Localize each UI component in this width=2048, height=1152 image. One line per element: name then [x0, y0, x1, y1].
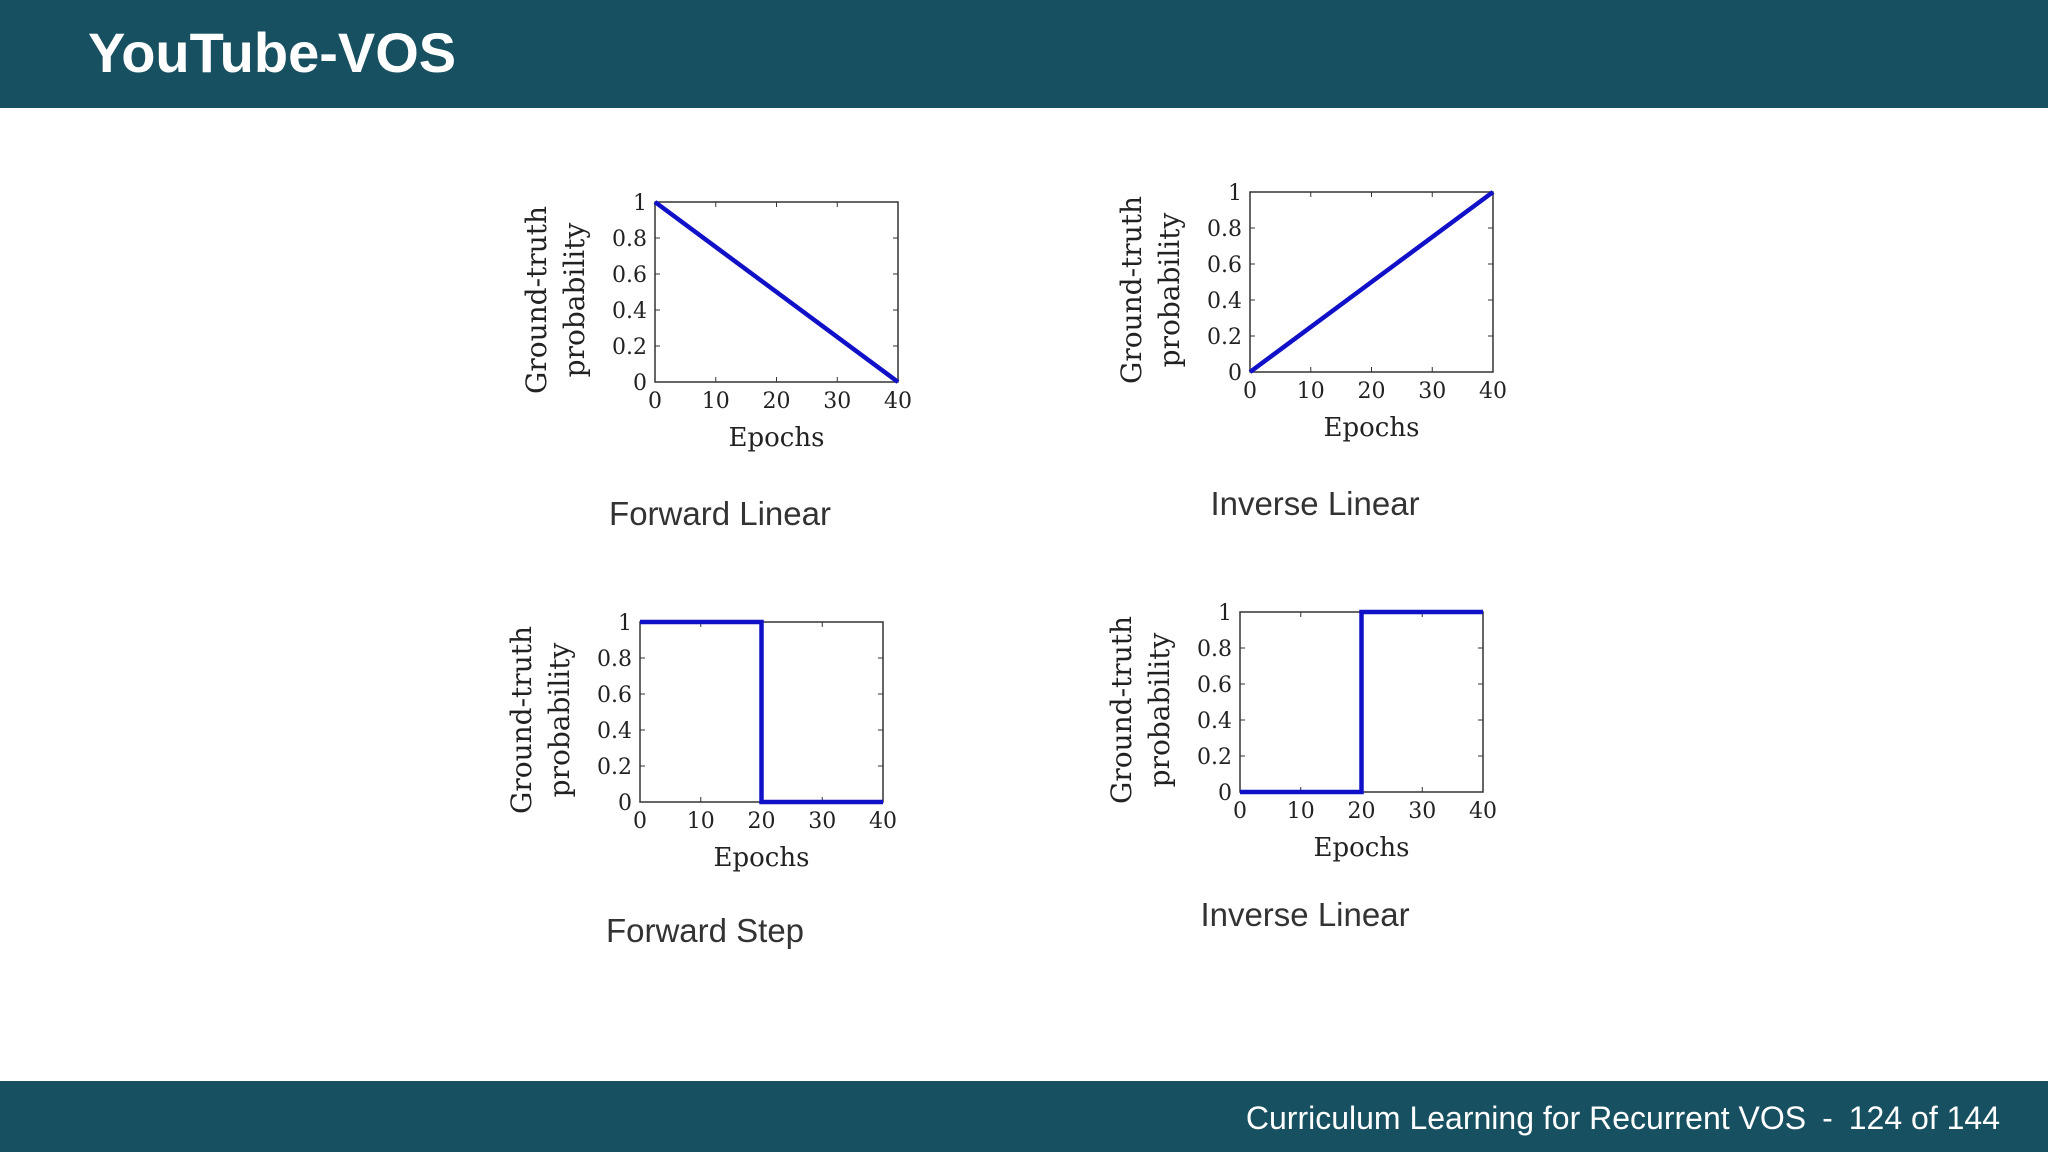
y-tick-label: 0: [618, 791, 632, 816]
x-tick-label: 40: [1469, 799, 1497, 824]
y-axis-label-line2: probability: [558, 223, 591, 378]
y-tick-label: 0.2: [1197, 745, 1232, 770]
x-tick-label: 0: [633, 809, 647, 834]
slide-footer: Curriculum Learning for Recurrent VOS -12…: [0, 1081, 2048, 1152]
x-tick-label: 10: [1297, 379, 1325, 404]
x-tick-label: 20: [748, 809, 776, 834]
y-tick-label: 0.8: [612, 227, 647, 252]
x-tick-label: 40: [869, 809, 897, 834]
y-axis-label-line2: probability: [543, 643, 576, 798]
x-tick-label: 40: [884, 389, 912, 414]
y-tick-label: 0.4: [1197, 709, 1232, 734]
y-tick-label: 0.8: [1197, 637, 1232, 662]
y-axis-label-line1: Ground-truth: [1105, 616, 1138, 804]
chart-caption: Inverse Linear: [1200, 896, 1410, 933]
y-axis-label-line2: probability: [1153, 213, 1186, 368]
x-tick-label: 40: [1479, 379, 1507, 404]
chart-inverse-linear: 0 10 20 30 40 0 0.2 0.4 0.6 0.8 1 Epochs Ground-trut…: [1095, 170, 1535, 530]
chart-caption: Inverse Linear: [1210, 485, 1420, 522]
x-tick-label: 0: [648, 389, 662, 414]
x-tick-label: 30: [823, 389, 851, 414]
y-tick-label: 1: [1228, 181, 1242, 206]
y-axis-label-line1: Ground-truth: [520, 206, 553, 394]
x-tick-label: 10: [1287, 799, 1315, 824]
slide-header: YouTube-VOS: [0, 0, 2048, 108]
page-number: 124 of 144: [1848, 1100, 2000, 1136]
x-tick-label: 20: [1348, 799, 1376, 824]
series-line: [1240, 609, 1483, 795]
chart-caption: Forward Step: [605, 912, 805, 949]
x-tick-label: 20: [763, 389, 791, 414]
y-axis-label-line1: Ground-truth: [1115, 196, 1148, 384]
y-tick-label: 0.6: [1207, 253, 1242, 278]
y-axis-label-line2: probability: [1143, 633, 1176, 788]
x-tick-label: 30: [1418, 379, 1446, 404]
y-tick-label: 0.6: [1197, 673, 1232, 698]
presentation-title: Curriculum Learning for Recurrent VOS: [1245, 1100, 1807, 1136]
x-axis-label: Epochs: [1314, 833, 1410, 863]
chart-svg: 0 10 20 30 40 0 0.2 0.4 0.6 0.8 1 Epochs Ground-trut…: [1115, 181, 1507, 443]
y-tick-label: 1: [618, 611, 632, 636]
x-tick-label: 0: [1233, 799, 1247, 824]
y-tick-label: 0.4: [612, 299, 647, 324]
y-tick-label: 0.6: [597, 683, 632, 708]
chart-inverse-step: 0 10 20 30 40 0 0.2 0.4 0.6 0.8 1 Epochs Ground-trut…: [1085, 590, 1525, 950]
chart-svg: 0 10 20 30 40 0 0.2 0.4 0.6 0.8 1 Epochs Ground-trut…: [520, 191, 912, 453]
y-tick-label: 0.8: [597, 647, 632, 672]
y-tick-label: 0.2: [1207, 325, 1242, 350]
x-tick-label: 30: [1408, 799, 1436, 824]
series-line: [640, 619, 883, 805]
x-tick-label: 0: [1243, 379, 1257, 404]
chart-caption: Forward Linear: [609, 495, 831, 532]
footer-separator: -: [1822, 1100, 1833, 1136]
y-tick-label: 0.2: [612, 335, 647, 360]
x-tick-label: 20: [1358, 379, 1386, 404]
series-line: [1248, 190, 1495, 374]
chart-svg: 0 10 20 30 40 0 0.2 0.4 0.6 0.8 1 Epochs Ground-trut…: [505, 611, 897, 873]
y-tick-label: 1: [633, 191, 647, 216]
y-tick-label: 0.2: [597, 755, 632, 780]
y-tick-label: 0: [1218, 781, 1232, 806]
chart-forward-step: 0 10 20 30 40 0 0.2 0.4 0.6 0.8 1 Epochs Ground-trut…: [485, 600, 925, 960]
y-tick-label: 0: [1228, 361, 1242, 386]
y-tick-label: 1: [1218, 601, 1232, 626]
chart-forward-linear: 0 10 20 30 40 0 0.2 0.4 0.6 0.8 1 Epochs Ground-trut…: [500, 180, 940, 540]
series-line: [653, 200, 900, 384]
x-tick-label: 30: [808, 809, 836, 834]
footer-text: Curriculum Learning for Recurrent VOS -12…: [1246, 1098, 2000, 1138]
x-axis-label: Epochs: [1324, 413, 1420, 443]
x-tick-label: 10: [687, 809, 715, 834]
chart-svg: 0 10 20 30 40 0 0.2 0.4 0.6 0.8 1 Epochs Ground-trut…: [1105, 601, 1497, 863]
y-axis-label-line1: Ground-truth: [505, 626, 538, 814]
y-tick-label: 0.4: [1207, 289, 1242, 314]
y-tick-label: 0.6: [612, 263, 647, 288]
slide-title: YouTube-VOS: [88, 21, 457, 84]
y-tick-label: 0.4: [597, 719, 632, 744]
y-tick-label: 0: [633, 371, 647, 396]
x-tick-label: 10: [702, 389, 730, 414]
y-tick-label: 0.8: [1207, 217, 1242, 242]
x-axis-label: Epochs: [714, 843, 810, 873]
x-axis-label: Epochs: [729, 423, 825, 453]
